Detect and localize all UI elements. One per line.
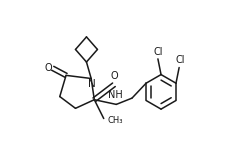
Text: Cl: Cl bbox=[174, 55, 184, 65]
Text: CH₃: CH₃ bbox=[107, 116, 123, 125]
Text: N: N bbox=[88, 79, 96, 89]
Text: O: O bbox=[45, 63, 52, 73]
Text: Cl: Cl bbox=[152, 46, 162, 57]
Text: O: O bbox=[110, 71, 118, 81]
Text: NH: NH bbox=[108, 90, 122, 100]
